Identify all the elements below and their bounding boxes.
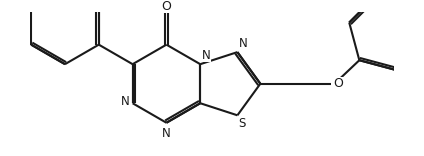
Text: O: O	[333, 77, 343, 90]
Text: N: N	[239, 37, 248, 49]
Text: N: N	[162, 127, 171, 140]
Text: N: N	[201, 49, 210, 62]
Text: N: N	[121, 95, 130, 108]
Text: O: O	[162, 0, 171, 13]
Text: S: S	[239, 117, 246, 130]
